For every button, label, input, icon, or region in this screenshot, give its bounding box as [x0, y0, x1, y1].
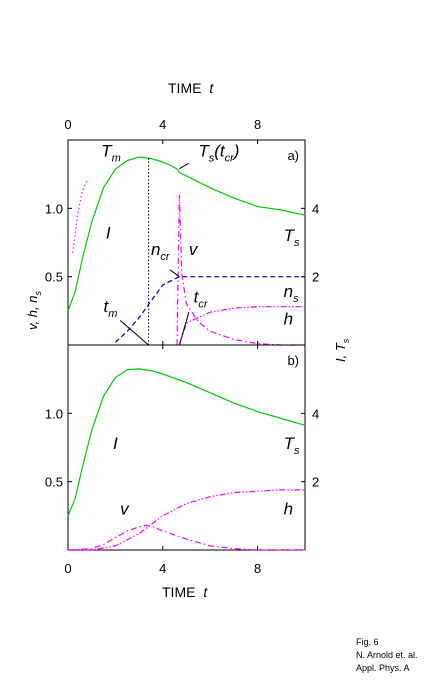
caption-line-1: Fig. 6: [356, 637, 379, 647]
series-t-s-line: [67, 368, 306, 517]
x-tick-label: 0: [64, 117, 71, 132]
panel-label: a): [287, 148, 299, 163]
ncr-pointer-line: [169, 269, 180, 278]
x-tick-label: 8: [254, 561, 261, 576]
series-h-line: [178, 306, 305, 346]
plot-frame: [67, 344, 306, 551]
annotation-i: I: [106, 223, 111, 242]
annotation-t-s: Ts: [284, 226, 300, 249]
bottom-axis-title: TIME t: [162, 584, 208, 600]
annotation-v: v: [120, 499, 130, 518]
tcr-pointer-line: [178, 312, 190, 346]
left-y-tick-label: 1.0: [45, 406, 63, 421]
right-y-tick-label: 4: [312, 201, 319, 216]
series-t-s-line: [67, 156, 306, 312]
right-y-tick-label: 2: [312, 475, 319, 490]
right-y-tick-label: 4: [312, 406, 319, 421]
annotation-n-cr: ncr: [151, 240, 171, 263]
caption: Fig. 6 N. Arnold et. al. Appl. Phys. A: [356, 636, 418, 675]
ts-tcr-pointer-line: [179, 162, 190, 170]
panel-b: 0 4 8 0.5 1.0 2 4 b) I Ts v h: [45, 344, 319, 576]
caption-line-3: Appl. Phys. A: [356, 663, 410, 673]
annotation-t-cr: tcr: [194, 288, 209, 311]
tm-pointer-line: [119, 320, 149, 346]
x-tick-label: 4: [159, 117, 166, 132]
x-tick-label: 8: [254, 117, 261, 132]
right-y-tick-label: 2: [312, 270, 319, 285]
annotation-t-m: tm: [104, 297, 118, 320]
annotation-t-s: Ts(tcr): [198, 141, 239, 164]
x-tick-label: 0: [64, 561, 71, 576]
left-y-tick-label: 0.5: [45, 270, 63, 285]
annotation-i: I: [113, 434, 118, 453]
series-v-line: [67, 524, 305, 551]
caption-line-2: N. Arnold et. al.: [356, 650, 418, 660]
x-tick-label: 4: [159, 561, 166, 576]
panel-label: b): [287, 353, 299, 368]
right-axis-label: I, Ts: [333, 338, 351, 362]
left-y-tick-label: 0.5: [45, 475, 63, 490]
annotation-h: h: [284, 499, 293, 518]
series-i-line: [72, 180, 88, 253]
top-axis-title: TIME t: [168, 80, 214, 96]
annotation-v: v: [189, 240, 199, 259]
annotation-t-m: Tm: [101, 141, 121, 164]
series-h-line: [68, 489, 305, 551]
series-n-s-line: [114, 276, 305, 343]
annotation-t-s: Ts: [284, 434, 300, 457]
left-axis-label: v, h, ns: [25, 291, 43, 330]
annotation-h: h: [284, 310, 293, 329]
left-y-tick-label: 1.0: [45, 201, 63, 216]
series-v-line: [176, 194, 305, 346]
annotation-n-s: ns: [284, 282, 299, 305]
